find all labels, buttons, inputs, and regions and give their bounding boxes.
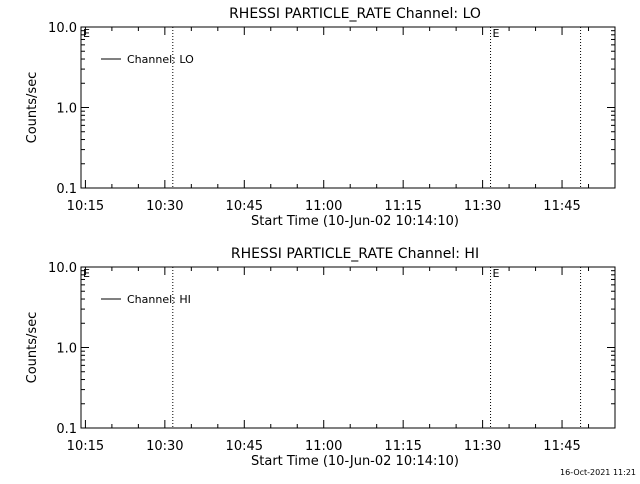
x-tick-label: 11:15 [384,199,421,214]
x-tick-label: 10:30 [146,199,183,214]
x-axis-label: Start Time (10-Jun-02 10:14:10) [251,214,459,229]
y-tick-label: 0.1 [56,182,77,197]
x-axis-label: Start Time (10-Jun-02 10:14:10) [251,454,459,469]
x-tick-label: 10:30 [146,439,183,454]
x-tick-label: 11:45 [543,199,580,214]
plot-frame [80,266,616,429]
y-axis-label: Counts/sec [25,312,40,384]
x-tick-label: 11:30 [464,199,501,214]
x-tick-label: 10:15 [67,439,104,454]
legend-label: Channel: HI [127,293,191,306]
event-marker-label: E [493,267,500,280]
event-marker-label: E [493,27,500,40]
plot-frame [80,26,616,189]
y-axis-label: Counts/sec [25,72,40,144]
legend-label: Channel: LO [127,53,194,66]
x-tick-label: 10:45 [226,439,263,454]
x-tick-label: 10:15 [67,199,104,214]
y-tick-label: 10.0 [48,21,77,36]
chart-title: RHESSI PARTICLE_RATE Channel: HI [231,246,479,262]
start-marker-label: E [83,267,90,280]
x-tick-label: 10:45 [226,199,263,214]
chart-title: RHESSI PARTICLE_RATE Channel: LO [229,6,481,22]
x-tick-label: 11:45 [543,439,580,454]
y-tick-label: 0.1 [56,422,77,437]
y-tick-label: 10.0 [48,261,77,276]
y-tick-label: 1.0 [56,102,77,117]
y-tick-label: 1.0 [56,342,77,357]
x-tick-label: 11:00 [305,439,342,454]
x-tick-label: 11:00 [305,199,342,214]
footer-timestamp: 16-Oct-2021 11:21 [560,468,636,477]
x-tick-label: 11:15 [384,439,421,454]
x-tick-label: 11:30 [464,439,501,454]
start-marker-label: E [83,27,90,40]
